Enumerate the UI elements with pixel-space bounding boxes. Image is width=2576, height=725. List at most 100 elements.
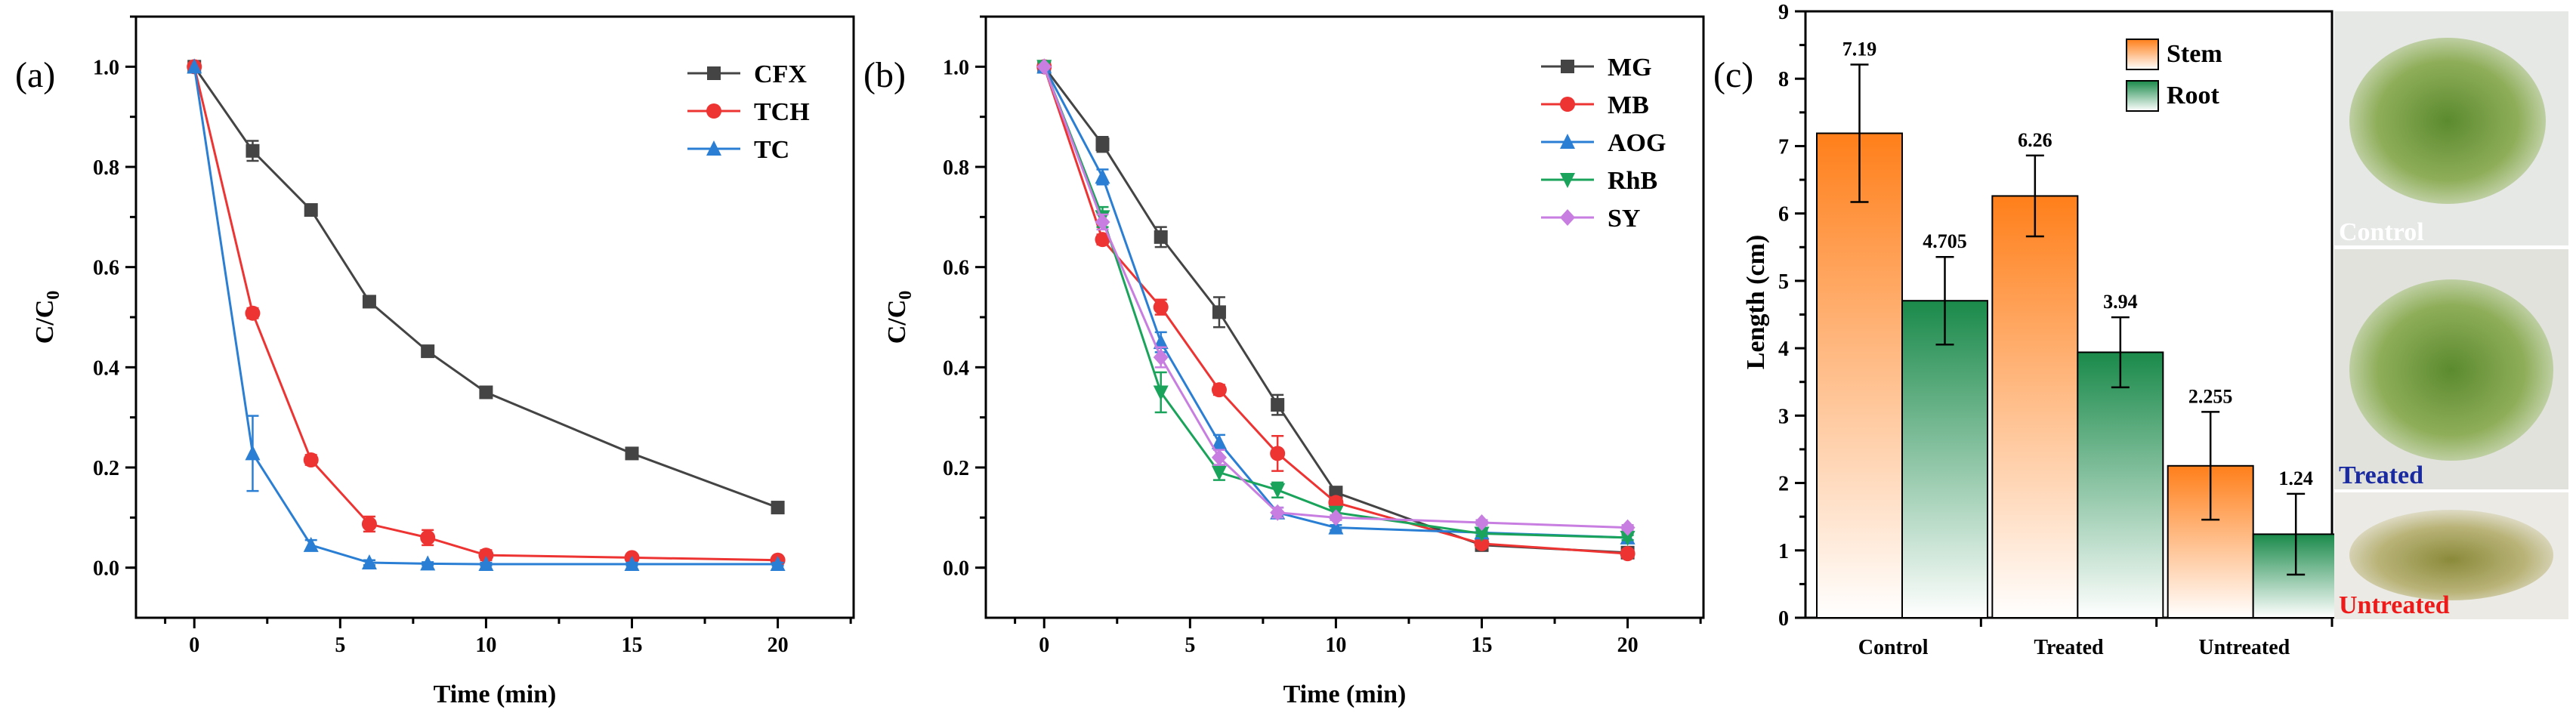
data-point-RhB — [1153, 385, 1169, 401]
data-point-MG — [1154, 230, 1168, 244]
legend-marker-SY — [1560, 209, 1575, 226]
photo-label-control: Control — [2339, 218, 2424, 246]
x-tick-label: 5 — [1185, 634, 1195, 657]
y-tick-label: 0.2 — [93, 457, 119, 480]
y-tick-label: 0.0 — [943, 557, 969, 581]
y-tick-label: 6 — [1778, 203, 1789, 227]
chart-b-ylabel: C/C0 — [883, 291, 916, 344]
data-point-TC — [420, 555, 436, 571]
y-tick-label: 4 — [1778, 338, 1789, 361]
series-line-RhB — [1042, 66, 1628, 539]
data-point-MB — [1095, 232, 1110, 248]
legend-marker-TC — [706, 140, 721, 156]
legend-swatch-Root — [2126, 80, 2159, 112]
y-tick-label: 1 — [1778, 540, 1789, 563]
legend-label-Stem: Stem — [2167, 40, 2222, 68]
bar-value-label-Root-Untreated: 1.24 — [2278, 467, 2313, 489]
legend-label-MG: MG — [1608, 54, 1652, 82]
data-point-AOG — [1153, 334, 1169, 350]
data-point-SY — [1474, 514, 1490, 531]
series-line-CFX — [193, 66, 779, 509]
legend-label-AOG: AOG — [1608, 129, 1666, 157]
x-tick-label: 20 — [1617, 634, 1639, 657]
y-tick-label: 1.0 — [943, 56, 969, 79]
legend-marker-RhB — [1560, 173, 1575, 188]
category-label-Control: Control — [1858, 636, 1929, 659]
legend-swatch-Stem — [2126, 39, 2159, 70]
y-tick-label: 7 — [1778, 135, 1789, 159]
data-point-TC — [478, 556, 494, 572]
data-point-TC — [624, 556, 640, 572]
data-point-MB — [1153, 299, 1169, 315]
x-tick-label: 15 — [622, 634, 643, 657]
photo-untreated-plants — [2349, 510, 2553, 600]
data-point-RhB — [1620, 530, 1635, 546]
legend-label-RhB: RhB — [1608, 167, 1657, 195]
photo-label-untreated: Untreated — [2339, 591, 2450, 619]
x-tick-label: 20 — [768, 634, 789, 657]
data-point-RhB — [1211, 465, 1227, 481]
legend-marker-TCH — [706, 103, 721, 119]
data-point-SY — [1153, 349, 1169, 366]
y-tick-label: 0.2 — [943, 457, 969, 480]
bar-Stem-Treated — [1991, 195, 2079, 619]
bar-value-label-Stem-Treated: 6.26 — [2018, 129, 2052, 151]
y-tick-label: 0.4 — [943, 356, 969, 380]
y-tick-label: 0.4 — [93, 356, 119, 380]
legend-label-CFX: CFX — [754, 60, 807, 88]
panel-label-a: (a) — [15, 55, 55, 95]
data-point-SY — [1620, 519, 1635, 536]
data-point-MG — [1271, 398, 1285, 412]
data-point-TCH — [361, 516, 377, 532]
legend-label-TCH: TCH — [754, 98, 810, 126]
data-point-CFX — [362, 295, 376, 309]
plant-photos: Control Treated Untreated — [2334, 11, 2568, 619]
y-tick-label: 0 — [1778, 607, 1789, 631]
bar-value-label-Root-Control: 4.705 — [1923, 230, 1967, 252]
y-tick-label: 3 — [1778, 405, 1789, 428]
panel-label-b: (b) — [863, 55, 906, 95]
panel-label-c: (c) — [1713, 55, 1753, 95]
y-tick-label: 0.0 — [93, 557, 119, 581]
data-point-TCH — [245, 305, 261, 321]
legend-marker-MB — [1560, 97, 1575, 112]
x-tick-label: 10 — [1325, 634, 1346, 657]
data-point-TC — [187, 58, 202, 74]
legend-label-TC: TC — [754, 136, 789, 164]
y-tick-label: 0.6 — [93, 257, 119, 280]
legend-marker-AOG — [1560, 134, 1575, 149]
x-tick-label: 5 — [335, 634, 345, 657]
bar-value-label-Stem-Untreated: 2.255 — [2188, 385, 2233, 407]
data-point-MB — [1620, 546, 1635, 562]
data-point-CFX — [625, 446, 639, 461]
data-point-TCH — [303, 452, 319, 468]
y-tick-label: 8 — [1778, 68, 1789, 91]
plot-frame — [134, 15, 855, 619]
data-point-AOG — [1211, 433, 1227, 449]
chart-a-xlabel: Time (min) — [434, 680, 557, 708]
y-tick-label: 0.8 — [943, 156, 969, 180]
photo-label-treated: Treated — [2339, 461, 2423, 489]
data-point-AOG — [1095, 168, 1110, 184]
bar-Stem-Control — [1816, 132, 1903, 619]
data-point-MB — [1474, 535, 1490, 551]
data-point-TC — [303, 536, 319, 552]
data-point-CFX — [479, 385, 493, 400]
legend-label-MB: MB — [1608, 91, 1649, 119]
y-tick-label: 0.8 — [93, 156, 119, 180]
data-point-CFX — [421, 344, 435, 359]
x-tick-label: 0 — [1039, 634, 1049, 657]
data-point-MB — [1270, 446, 1286, 461]
category-label-Untreated: Untreated — [2198, 636, 2290, 659]
bar-Root-Control — [1901, 300, 1988, 619]
data-point-SY — [1270, 504, 1286, 521]
data-point-AOG — [1328, 519, 1344, 535]
chart-a-ylabel: C/C0 — [31, 291, 63, 344]
data-point-SY — [1211, 449, 1227, 466]
chart-c-ylabel: Length (cm) — [1742, 235, 1770, 369]
y-tick-label: 5 — [1778, 270, 1789, 294]
data-point-SY — [1036, 58, 1052, 76]
series-line-AOG — [1042, 66, 1628, 539]
data-point-RhB — [1474, 526, 1490, 542]
category-label-Treated: Treated — [2034, 636, 2104, 659]
